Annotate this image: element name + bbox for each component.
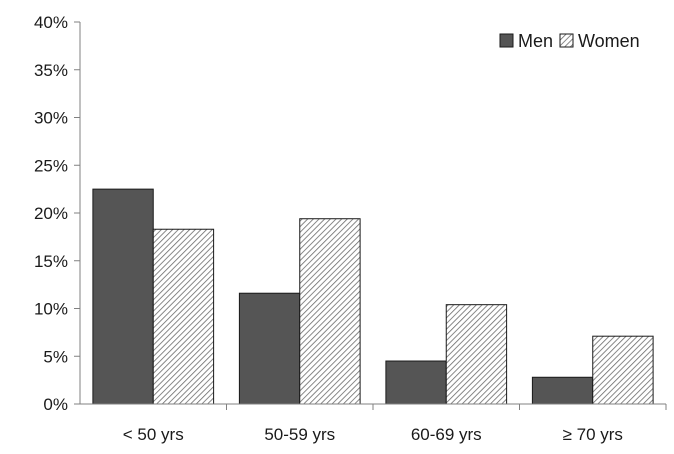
bar-women-2 <box>445 304 508 405</box>
bar-men-3 <box>531 376 594 405</box>
y-tick-label: 25% <box>34 156 68 175</box>
y-axis: 0% 5% 10% 15% 20% 25% 30% 35% 40% <box>34 13 81 414</box>
x-tick-label: 60-69 yrs <box>411 425 482 444</box>
legend-label-women: Women <box>578 31 640 51</box>
legend: Men Women <box>499 31 640 51</box>
bar-men-0 <box>92 188 154 405</box>
x-tick-label: ≥ 70 yrs <box>563 425 623 444</box>
x-axis: < 50 yrs 50-59 yrs 60-69 yrs ≥ 70 yrs <box>80 403 667 444</box>
x-tick-label: 50-59 yrs <box>264 425 335 444</box>
bar-men-1 <box>238 292 301 405</box>
y-tick-label: 5% <box>43 347 68 366</box>
bars <box>92 188 654 405</box>
x-tick-label: < 50 yrs <box>123 425 184 444</box>
bar-women-0 <box>152 228 215 405</box>
y-tick-label: 35% <box>34 61 68 80</box>
y-tick-label: 20% <box>34 204 68 223</box>
bar-men-2 <box>385 360 447 405</box>
y-tick-label: 30% <box>34 109 68 128</box>
y-tick-label: 10% <box>34 300 68 319</box>
y-tick-label: 15% <box>34 252 68 271</box>
legend-swatch-men <box>499 33 514 48</box>
y-tick-label: 0% <box>43 395 68 414</box>
bar-women-1 <box>299 218 361 405</box>
y-tick-label: 40% <box>34 13 68 32</box>
legend-swatch-women <box>559 33 574 48</box>
legend-label-men: Men <box>518 31 553 51</box>
bar-women-3 <box>592 335 654 405</box>
